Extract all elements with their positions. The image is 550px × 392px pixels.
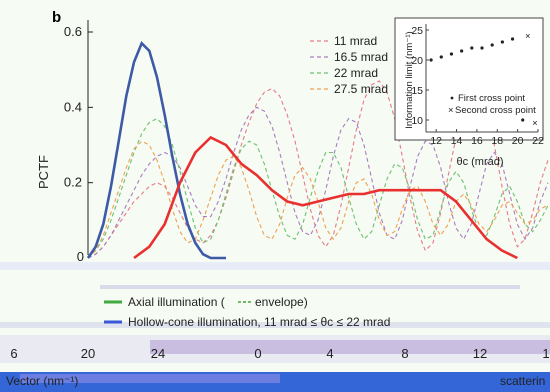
- legend-label-0: 11 mrad: [334, 34, 377, 48]
- inset-point-0-6: [490, 43, 494, 47]
- inset-y-tick-label-2: 20: [411, 55, 423, 67]
- x-axis-label: Vector (nm⁻¹): [6, 374, 78, 388]
- inset-x-tick-label-0: 12: [430, 135, 442, 147]
- legend: 11 mrad 16.5 mrad 22 mrad 27.5 mrad: [310, 34, 388, 96]
- x-axis-label-right: scatterin: [500, 374, 545, 388]
- x-tick-label-6: 12: [473, 346, 487, 361]
- x-tick-label-2: 24: [151, 346, 165, 361]
- band-strip-7: [20, 374, 280, 383]
- hollow-legend-label: Hollow-cone illumination, 11 mrad ≤ θc ≤…: [128, 315, 390, 329]
- series-11-mrad-line: [87, 80, 549, 259]
- inset-x-tick-label-4: 20: [512, 135, 524, 147]
- inset-point-0-2: [449, 52, 454, 56]
- band-strip-5: [150, 340, 550, 354]
- inset-point-1-0: ×: [525, 31, 531, 42]
- legend-label-3: 27.5 mrad: [334, 82, 388, 96]
- x-tick-label-4: 4: [326, 346, 333, 361]
- inset-y-label: Information limit (nm⁻¹): [404, 31, 415, 128]
- band-strip-1: [0, 262, 550, 270]
- y-tick-label-2: 0.6: [64, 24, 82, 39]
- series-group: [86, 41, 549, 260]
- y-ticks: 0.2 0.4 0.6: [64, 24, 93, 190]
- y-tick-zero: 0: [77, 249, 84, 264]
- inset-point-0-4: [470, 46, 474, 50]
- inset-point-0-5: [480, 46, 484, 50]
- inset-point-0-0: [429, 58, 433, 62]
- series-16-5-mrad-line: [87, 106, 549, 259]
- inset-point-1-1: ×: [532, 118, 538, 129]
- band-strip-3: [0, 322, 550, 328]
- inset-point-0-1: [439, 55, 443, 59]
- inset-x-tick-label-2: 16: [471, 135, 483, 147]
- x-ticks: 6 20 24 0 4 8 12 1: [10, 346, 549, 361]
- inset-points: ××: [429, 31, 538, 129]
- inset-legend-second: Second cross point: [455, 105, 536, 116]
- series-22-mrad-line: [87, 117, 549, 259]
- x-tick-label-0: 6: [10, 346, 17, 361]
- x-tick-label-5: 8: [401, 346, 408, 361]
- inset-legend-dot: [450, 96, 454, 100]
- y-axis-label: PCTF: [36, 155, 51, 189]
- axial-legend-label: Axial illumination (: [128, 295, 225, 309]
- series-hollow-cone-illumination-line: [133, 135, 518, 260]
- lower-band: [0, 262, 550, 392]
- inset-x-label: θc (mrad): [456, 156, 503, 168]
- inset-legend-cross-mark: ×: [448, 105, 454, 116]
- legend-label-1: 16.5 mrad: [334, 50, 388, 64]
- x-tick-label-7: 1: [542, 346, 549, 361]
- inset-point-0-8: [510, 37, 515, 41]
- panel-label: b: [52, 9, 61, 26]
- x-tick-label-1: 20: [81, 346, 95, 361]
- inset-legend-first: First cross point: [458, 93, 525, 104]
- inset-ticks: 12 14 16 18 20 22 10 15 20 25: [411, 24, 544, 147]
- inset-x-tick-label-1: 14: [451, 135, 463, 147]
- inset-point-0-9: [521, 118, 525, 122]
- inset-point-0-7: [500, 40, 504, 44]
- inset-point-0-3: [460, 49, 464, 53]
- bottom-legend: Axial illumination ( envelope) Hollow-co…: [104, 295, 390, 329]
- series-axial-illumination-line: [86, 41, 226, 260]
- y-tick-label-1: 0.4: [64, 99, 82, 114]
- y-tick-label-0: 0.2: [64, 175, 82, 190]
- envelope-legend-label: envelope): [255, 295, 308, 309]
- inset-y-tick-label-3: 25: [411, 25, 423, 37]
- inset-x-tick-label-5: 22: [532, 135, 544, 147]
- inset-frame: [394, 17, 544, 141]
- x-tick-label-3: 0: [254, 346, 261, 361]
- band-strip-2: [100, 285, 520, 289]
- legend-label-2: 22 mrad: [334, 66, 378, 80]
- inset-y-tick-label-1: 15: [411, 85, 423, 97]
- inset-y-tick-label-0: 10: [411, 115, 423, 127]
- inset-x-tick-label-3: 18: [491, 135, 503, 147]
